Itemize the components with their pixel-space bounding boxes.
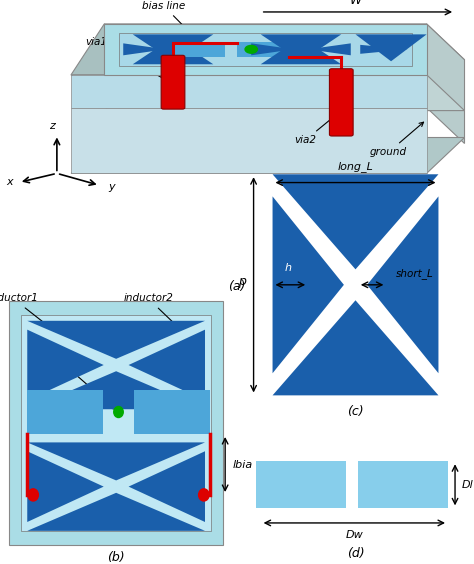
- Text: lbia: lbia: [232, 460, 253, 469]
- Text: (b): (b): [107, 551, 125, 564]
- Bar: [256, 461, 346, 508]
- Polygon shape: [133, 34, 213, 61]
- Polygon shape: [128, 451, 205, 522]
- Polygon shape: [27, 371, 205, 409]
- Bar: [27, 390, 103, 434]
- Polygon shape: [128, 329, 205, 400]
- Text: (d): (d): [346, 547, 365, 559]
- Polygon shape: [27, 321, 205, 359]
- Polygon shape: [273, 196, 344, 373]
- Text: Dl: Dl: [462, 480, 474, 490]
- Text: x: x: [6, 177, 13, 187]
- Polygon shape: [251, 43, 294, 55]
- FancyBboxPatch shape: [161, 55, 185, 109]
- Polygon shape: [27, 329, 104, 400]
- FancyBboxPatch shape: [329, 69, 353, 136]
- Polygon shape: [427, 24, 465, 143]
- Polygon shape: [356, 34, 427, 61]
- Text: long_L: long_L: [337, 161, 374, 171]
- Polygon shape: [180, 43, 223, 55]
- Polygon shape: [367, 196, 438, 373]
- Text: via2: via2: [294, 113, 338, 146]
- Text: inductor2: inductor2: [123, 293, 177, 327]
- Text: via1: via1: [85, 37, 170, 82]
- Text: bias line: bias line: [142, 1, 196, 39]
- Polygon shape: [273, 174, 438, 270]
- Polygon shape: [71, 138, 465, 173]
- Text: ground: ground: [370, 122, 424, 157]
- Polygon shape: [133, 37, 213, 64]
- Polygon shape: [71, 75, 427, 108]
- Text: inductor1: inductor1: [0, 293, 49, 327]
- Bar: [9, 301, 223, 545]
- Circle shape: [245, 46, 257, 53]
- Bar: [21, 315, 211, 531]
- Polygon shape: [27, 442, 205, 481]
- Text: (a): (a): [228, 280, 246, 293]
- Bar: [173, 42, 225, 57]
- Text: PIN: PIN: [52, 357, 116, 409]
- Circle shape: [114, 407, 123, 417]
- Polygon shape: [71, 108, 427, 173]
- Text: short_L: short_L: [396, 268, 434, 279]
- Polygon shape: [261, 37, 341, 64]
- Polygon shape: [273, 300, 438, 395]
- Polygon shape: [71, 24, 142, 111]
- Text: W: W: [349, 0, 362, 7]
- Bar: [273, 174, 438, 395]
- Bar: [237, 42, 289, 57]
- Polygon shape: [308, 43, 351, 55]
- Polygon shape: [27, 493, 205, 531]
- Polygon shape: [104, 24, 427, 75]
- Bar: [358, 461, 448, 508]
- Polygon shape: [123, 43, 166, 55]
- Bar: [134, 390, 210, 434]
- Text: p: p: [238, 275, 246, 288]
- Text: (c): (c): [347, 405, 364, 418]
- Polygon shape: [71, 75, 465, 111]
- Polygon shape: [118, 33, 412, 66]
- Polygon shape: [27, 451, 104, 522]
- Circle shape: [28, 489, 38, 501]
- Text: y: y: [108, 182, 115, 192]
- Circle shape: [199, 489, 209, 501]
- Polygon shape: [360, 45, 408, 54]
- Text: z: z: [49, 121, 55, 130]
- Polygon shape: [261, 34, 341, 61]
- Text: h: h: [284, 263, 292, 273]
- Polygon shape: [104, 24, 465, 60]
- Text: Dw: Dw: [346, 530, 363, 540]
